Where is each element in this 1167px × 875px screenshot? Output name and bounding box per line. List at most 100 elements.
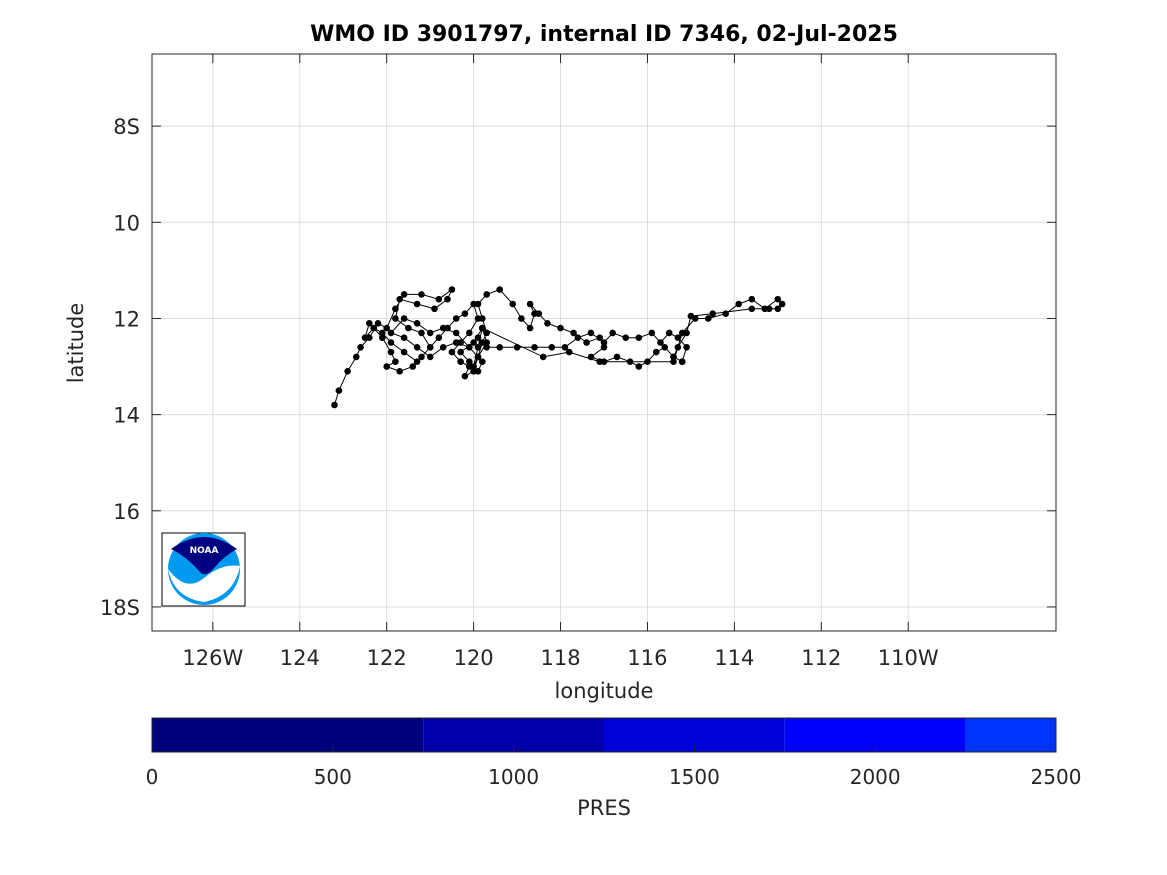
profile-point bbox=[461, 372, 469, 380]
colorbar-tick-label: 500 bbox=[314, 765, 352, 789]
profile-point bbox=[448, 348, 456, 356]
profile-point bbox=[409, 363, 417, 370]
profile-point bbox=[748, 295, 756, 303]
profile-point bbox=[574, 334, 582, 342]
profile-point bbox=[413, 358, 421, 366]
profile-point bbox=[479, 358, 486, 366]
profile-point bbox=[622, 334, 629, 342]
colorbar-tick-label: 2000 bbox=[850, 765, 901, 789]
profile-point bbox=[674, 334, 682, 342]
x-tick-label: 114 bbox=[714, 646, 754, 670]
profile-point bbox=[405, 324, 412, 332]
profile-point bbox=[335, 387, 343, 394]
colorbar-label: PRES bbox=[577, 796, 631, 820]
colorbar-tick-label: 1500 bbox=[669, 765, 720, 789]
profile-point bbox=[496, 344, 504, 351]
profile-point bbox=[452, 329, 460, 337]
profile-point bbox=[474, 300, 482, 308]
profile-point bbox=[635, 334, 643, 342]
profile-point bbox=[387, 348, 395, 356]
profile-point bbox=[383, 324, 391, 332]
profile-point bbox=[587, 353, 595, 361]
profile-point bbox=[674, 344, 682, 351]
profile-point bbox=[652, 348, 660, 356]
profile-point bbox=[452, 339, 460, 346]
profile-point bbox=[539, 353, 547, 361]
profile-point bbox=[557, 324, 564, 332]
profile-point bbox=[344, 368, 351, 375]
profile-point bbox=[366, 320, 373, 327]
profile-point bbox=[396, 295, 404, 303]
profile-point bbox=[387, 329, 395, 337]
profile-point bbox=[678, 358, 686, 366]
profile-point bbox=[587, 329, 595, 337]
y-tick-label: 8S bbox=[113, 115, 140, 139]
profile-point bbox=[479, 324, 486, 332]
y-tick-label: 10 bbox=[113, 211, 140, 235]
profile-point bbox=[613, 353, 621, 361]
profile-point bbox=[374, 320, 382, 327]
profile-point bbox=[483, 344, 491, 351]
profile-point bbox=[483, 339, 491, 346]
profile-point bbox=[413, 344, 421, 351]
profile-point bbox=[774, 305, 782, 313]
profile-point bbox=[474, 368, 482, 375]
profile-point bbox=[544, 320, 551, 327]
grid bbox=[152, 54, 1056, 631]
profile-point bbox=[683, 344, 690, 351]
profile-point bbox=[431, 305, 438, 313]
profile-point bbox=[479, 315, 486, 322]
profile-point bbox=[548, 344, 556, 351]
profile-point bbox=[387, 339, 395, 346]
profile-point bbox=[600, 344, 608, 351]
colorbar-tick-label: 1000 bbox=[488, 765, 539, 789]
plot-area bbox=[151, 53, 1057, 632]
profile-point bbox=[661, 344, 669, 351]
profile-point bbox=[670, 353, 677, 361]
profile-point bbox=[331, 401, 338, 409]
y-tick-label: 12 bbox=[113, 307, 140, 331]
y-tick-label: 14 bbox=[113, 404, 140, 428]
x-tick-label: 116 bbox=[627, 646, 667, 670]
noaa-logo: NOAA bbox=[161, 532, 246, 607]
profile-point bbox=[466, 344, 473, 351]
profile-point bbox=[457, 358, 464, 366]
profile-point bbox=[466, 329, 473, 337]
colorbar bbox=[152, 718, 1056, 752]
colorbar-tick-label: 0 bbox=[146, 765, 159, 789]
profile-point bbox=[435, 334, 443, 342]
float-track bbox=[331, 286, 786, 409]
profile-point bbox=[531, 344, 538, 351]
profile-point bbox=[396, 368, 404, 375]
profile-point bbox=[683, 329, 690, 337]
trajectory-line bbox=[334, 288, 783, 406]
profile-point bbox=[466, 358, 473, 366]
profile-point bbox=[526, 300, 534, 308]
profile-point bbox=[400, 291, 408, 298]
profile-point bbox=[570, 329, 577, 337]
colorbar-segment bbox=[152, 718, 424, 752]
profile-point bbox=[392, 358, 399, 366]
profile-point bbox=[444, 295, 451, 303]
x-tick-label: 118 bbox=[540, 646, 580, 670]
profile-point bbox=[722, 310, 729, 318]
profile-point bbox=[392, 305, 399, 313]
profile-point bbox=[457, 348, 464, 356]
profile-point bbox=[583, 339, 590, 346]
profile-point bbox=[426, 353, 434, 361]
profile-point bbox=[635, 363, 643, 370]
profile-point bbox=[670, 358, 677, 366]
profile-point bbox=[474, 334, 482, 342]
x-tick-label: 120 bbox=[454, 646, 494, 670]
profile-point bbox=[400, 315, 408, 322]
profile-point bbox=[596, 358, 603, 366]
profile-point bbox=[426, 344, 434, 351]
profile-point bbox=[483, 329, 491, 337]
x-tick-label: 112 bbox=[801, 646, 841, 670]
profile-point bbox=[665, 329, 673, 337]
profile-point bbox=[509, 300, 516, 308]
profile-point bbox=[418, 329, 425, 337]
y-axis-label: latitude bbox=[64, 303, 88, 384]
profile-point bbox=[644, 358, 651, 366]
